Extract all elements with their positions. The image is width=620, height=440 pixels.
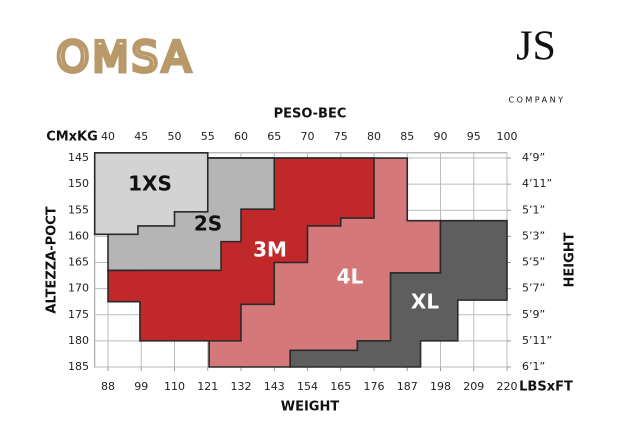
x2-tick-label: 143 xyxy=(264,380,285,393)
js-logo: JS xyxy=(516,24,556,70)
x2-tick-label: 176 xyxy=(364,380,385,393)
y-tick-label: 165 xyxy=(68,256,89,269)
x2-tick-label: 154 xyxy=(297,380,318,393)
y2-tick-label: 5’11” xyxy=(522,334,552,347)
size-region xyxy=(289,219,508,368)
size-region xyxy=(93,152,209,236)
y-tick-label: 175 xyxy=(68,308,89,321)
x2-tick-label: 110 xyxy=(164,380,185,393)
x-unit: CMxKG xyxy=(46,130,98,145)
region-label: 2S xyxy=(194,212,222,236)
x2-tick-label: 198 xyxy=(430,380,451,393)
x-tick-label: 60 xyxy=(234,130,248,143)
y2-tick-label: 5’9” xyxy=(522,308,545,321)
region-label: 3M xyxy=(253,238,287,262)
y-tick-label: 160 xyxy=(68,229,89,242)
x2-title: WEIGHT xyxy=(281,400,340,415)
y-tick-label: 180 xyxy=(68,334,89,347)
x-tick-label: 50 xyxy=(168,130,182,143)
region-label: 4L xyxy=(337,265,364,289)
region-label: XL xyxy=(411,290,439,314)
y-title: ALTEZZA-РОСТ xyxy=(45,206,60,313)
x2-tick-label: 121 xyxy=(197,380,218,393)
x-tick-label: 95 xyxy=(467,130,481,143)
x2-tick-label: 99 xyxy=(134,380,148,393)
x2-tick-label: 165 xyxy=(330,380,351,393)
x-tick-label: 55 xyxy=(201,130,215,143)
x-tick-label: 45 xyxy=(134,130,148,143)
company-label: COMPANY xyxy=(509,96,566,105)
x2-tick-label: 132 xyxy=(231,380,252,393)
region-label: 1XS xyxy=(128,172,172,196)
y-tick-label: 170 xyxy=(68,282,89,295)
x-tick-label: 40 xyxy=(101,130,115,143)
x-tick-label: 70 xyxy=(301,130,315,143)
x-tick-label: 85 xyxy=(400,130,414,143)
y2-tick-label: 5’3” xyxy=(522,229,545,242)
omsa-logo: OMSA xyxy=(56,33,193,82)
y-tick-label: 145 xyxy=(68,151,89,164)
y2-tick-label: 5’1” xyxy=(522,203,545,216)
x-tick-label: 90 xyxy=(434,130,448,143)
y-tick-label: 155 xyxy=(68,203,89,216)
y2-tick-label: 5’7” xyxy=(522,282,545,295)
x2-tick-label: 187 xyxy=(397,380,418,393)
y2-tick-label: 4’9” xyxy=(522,151,545,164)
y2-tick-label: 4’11” xyxy=(522,177,552,190)
y2-tick-label: 6’1” xyxy=(522,360,545,373)
x-tick-label: 100 xyxy=(497,130,518,143)
y2-title: HEIGHT xyxy=(563,232,578,287)
x2-unit: LBSxFT xyxy=(519,380,573,395)
x-tick-label: 75 xyxy=(334,130,348,143)
x-tick-label: 80 xyxy=(367,130,381,143)
x2-tick-label: 220 xyxy=(497,380,518,393)
x-title: PESO-ВЕС xyxy=(274,107,347,122)
y2-tick-label: 5’5” xyxy=(522,256,545,269)
x2-tick-label: 88 xyxy=(101,380,115,393)
y-tick-label: 185 xyxy=(68,360,89,373)
y-tick-label: 150 xyxy=(68,177,89,190)
x-tick-label: 65 xyxy=(267,130,281,143)
x2-tick-label: 209 xyxy=(463,380,484,393)
